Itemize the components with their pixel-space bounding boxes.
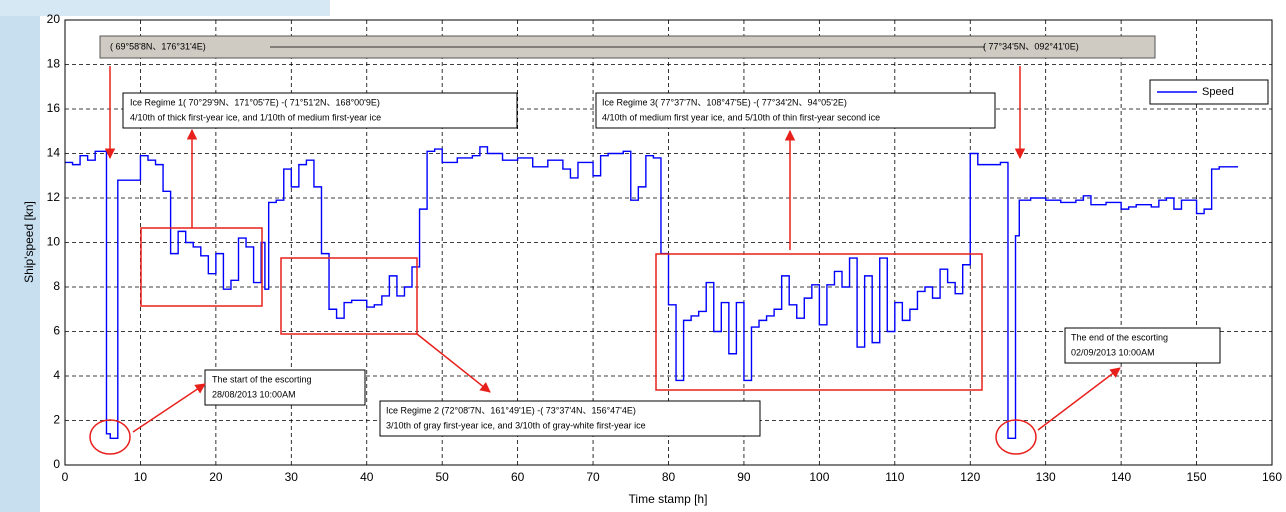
y-tick-label: 6 — [53, 324, 60, 338]
y-tick-label: 10 — [47, 235, 61, 249]
annotation: The start of the escorting — [212, 374, 312, 384]
annotation: Ice Regime 1( 70°29'9N、171°05'7E) -( 71°… — [130, 97, 380, 107]
x-tick-label: 130 — [1036, 470, 1056, 484]
annotation: Ice Regime 2 (72°08'7N、161°49'1E) -( 73°… — [386, 405, 636, 415]
background-strip — [0, 0, 40, 512]
annotation: 4/10th of thick first-year ice, and 1/10… — [130, 112, 381, 122]
x-tick-label: 90 — [737, 470, 751, 484]
x-tick-label: 100 — [809, 470, 829, 484]
y-tick-label: 18 — [47, 57, 61, 71]
annotation: 02/09/2013 10:00AM — [1071, 347, 1155, 357]
y-tick-label: 20 — [47, 12, 61, 26]
x-tick-label: 20 — [209, 470, 223, 484]
x-tick-label: 40 — [360, 470, 374, 484]
legend-label: Speed — [1202, 86, 1234, 98]
highlight-box — [280, 257, 418, 335]
annotation-box — [1064, 327, 1221, 364]
x-tick-label: 0 — [62, 470, 69, 484]
x-tick-label: 120 — [960, 470, 980, 484]
annotation-box — [379, 400, 761, 437]
y-tick-label: 4 — [53, 368, 60, 382]
route-end: ( 77°34'5N、092°41'0E) — [983, 41, 1079, 51]
speed-line — [65, 146, 1239, 439]
y-tick-label: 12 — [47, 190, 61, 204]
x-tick-label: 140 — [1111, 470, 1131, 484]
x-tick-label: 110 — [885, 470, 904, 484]
y-tick-label: 14 — [47, 146, 61, 160]
x-tick-label: 60 — [511, 470, 525, 484]
annotation-box — [122, 92, 518, 129]
x-axis-label: Time stamp [h] — [629, 492, 708, 506]
highlight-box — [140, 227, 263, 307]
arrow — [1037, 367, 1121, 431]
plot-frame — [64, 19, 1273, 466]
annotation: Ice Regime 3( 77°37'7N、108°47'5E) -( 77°… — [602, 97, 847, 107]
highlight-box — [655, 253, 983, 391]
y-tick-label: 16 — [47, 101, 61, 115]
x-tick-label: 160 — [1262, 470, 1282, 484]
x-tick-label: 150 — [1187, 470, 1207, 484]
y-axis-label: Ship'speed [kn] — [22, 201, 36, 283]
route-start: ( 69°58'8N、176°31'4E) — [110, 41, 206, 51]
annotation-box — [204, 369, 366, 406]
annotation: 28/08/2013 10:00AM — [212, 389, 296, 399]
y-tick-label: 2 — [53, 413, 60, 427]
x-tick-label: 10 — [134, 470, 148, 484]
background-strip — [0, 0, 330, 16]
highlight-circle — [995, 419, 1037, 455]
x-tick-label: 80 — [662, 470, 676, 484]
x-tick-label: 70 — [586, 470, 600, 484]
highlight-circle — [89, 419, 131, 455]
arrow — [132, 383, 206, 433]
x-tick-label: 50 — [436, 470, 450, 484]
annotation: The end of the escorting — [1071, 332, 1168, 342]
x-tick-label: 30 — [285, 470, 299, 484]
annotation: 4/10th of medium first year ice, and 5/1… — [602, 112, 880, 122]
y-tick-label: 8 — [53, 279, 60, 293]
arrow — [416, 333, 491, 393]
annotation-box — [595, 92, 996, 129]
y-tick-label: 0 — [53, 457, 60, 471]
annotation: 3/10th of gray first-year ice, and 3/10t… — [386, 420, 646, 430]
